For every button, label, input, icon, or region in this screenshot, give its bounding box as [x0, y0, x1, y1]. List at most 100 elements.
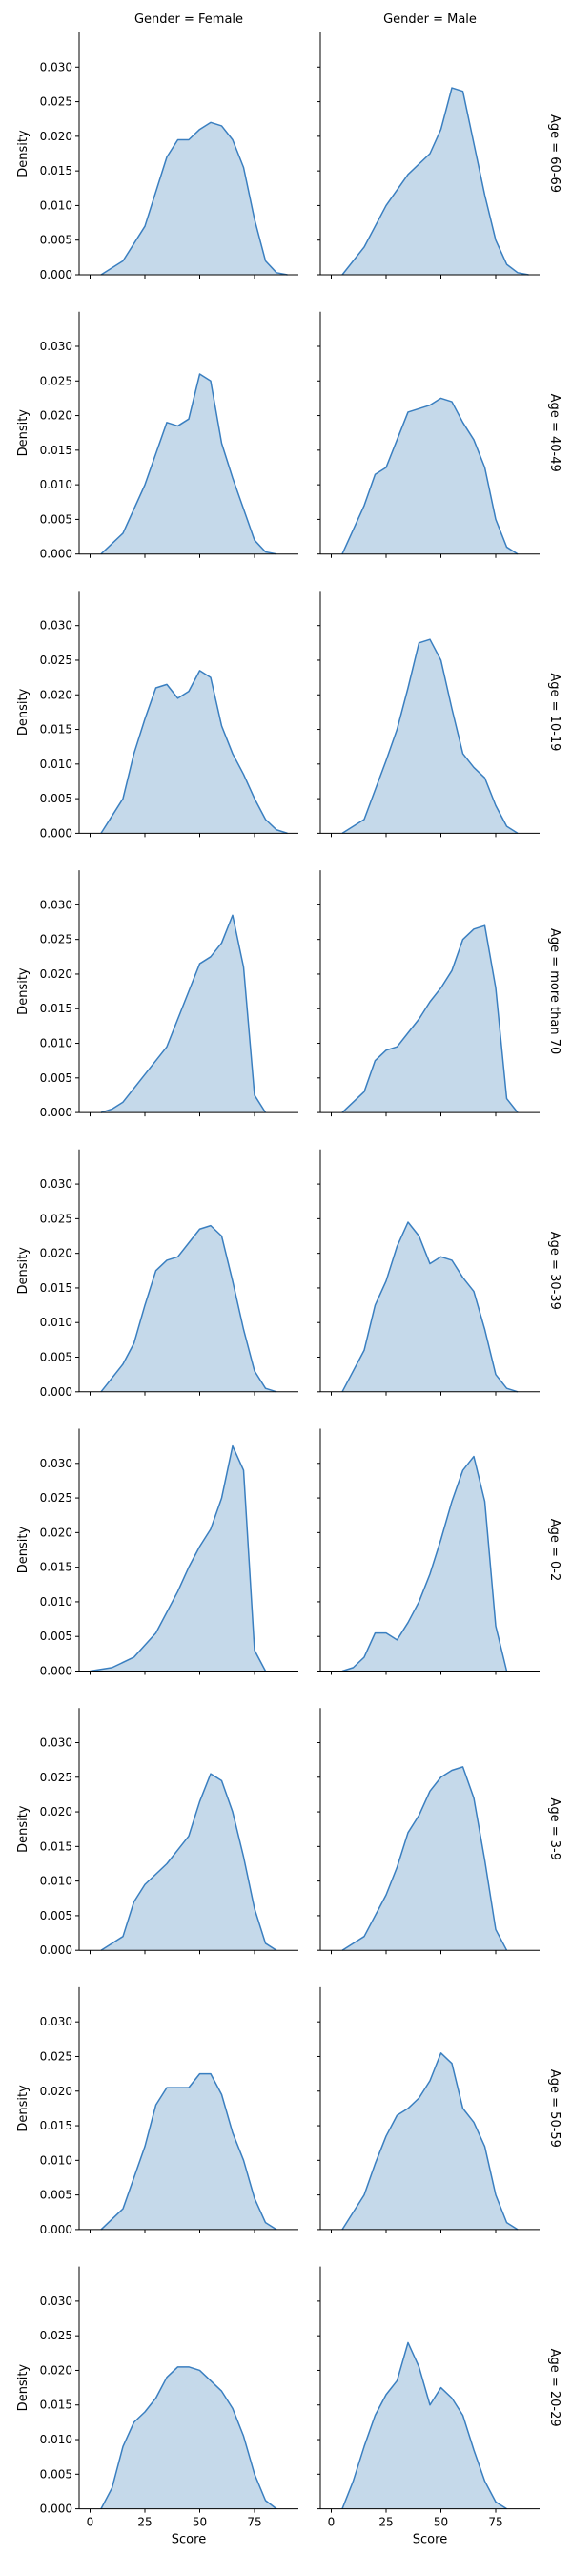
panel-age-30-39-gender-male-density-line	[341, 1221, 519, 1393]
x-tick-label: 0	[328, 2516, 336, 2529]
panel-age-50-59-gender-male-density-line	[341, 2052, 519, 2231]
y-tick-label: 0.030	[40, 60, 72, 73]
y-tick-label: 0.000	[40, 1943, 72, 1957]
y-tick-label: 0.000	[40, 1385, 72, 1399]
y-axis-label: Density	[16, 1247, 31, 1295]
y-tick-label: 0.005	[40, 1071, 72, 1085]
y-tick-label: 0.030	[40, 1177, 72, 1191]
y-tick-label: 0.020	[40, 1247, 72, 1260]
panel-age-10-19-gender-male-density-line	[341, 638, 519, 835]
y-tick-label: 0.015	[40, 444, 72, 457]
panel-age-3-9-gender-male-density-line	[341, 1766, 508, 1951]
panel-age-3-9-gender-female-density-fill	[101, 1774, 276, 1951]
x-tick-label: 75	[488, 2516, 502, 2529]
y-tick-label: 0.010	[40, 198, 72, 212]
panel-age-10-19-gender-female-density-line	[100, 670, 288, 835]
y-tick-label: 0.015	[40, 2399, 72, 2412]
panel-age-20-29-gender-male-density-fill	[342, 2342, 507, 2509]
y-tick-label: 0.025	[40, 95, 72, 109]
y-tick-label: 0.030	[40, 340, 72, 353]
y-tick-label: 0.005	[40, 512, 72, 526]
y-axis-label: Density	[16, 2364, 31, 2412]
y-tick-label: 0.015	[40, 1002, 72, 1015]
density-line-layer	[90, 87, 529, 2510]
panel-age-20-29-gender-female-density-line	[100, 2366, 277, 2510]
y-tick-label: 0.000	[40, 1106, 72, 1119]
y-tick-label: 0.005	[40, 792, 72, 805]
y-tick-label: 0.005	[40, 1630, 72, 1643]
panel-age-60-69-gender-female-density-line	[100, 121, 288, 276]
panel-age-20-29-gender-male-density-line	[341, 2341, 507, 2510]
y-tick-label: 0.000	[40, 1665, 72, 1678]
y-tick-label: 0.010	[40, 478, 72, 491]
y-tick-label: 0.020	[40, 2363, 72, 2377]
panel-age-50-59-gender-female-density-line	[100, 2072, 277, 2231]
y-tick-label: 0.030	[40, 1457, 72, 1470]
panel-age-0-2-gender-female-density-line	[90, 1444, 267, 1672]
y-tick-label: 0.010	[40, 2433, 72, 2446]
y-tick-label: 0.010	[40, 1037, 72, 1050]
panel-age-more-than-70-gender-female-density-line	[100, 914, 267, 1113]
y-tick-label: 0.025	[40, 374, 72, 387]
y-tick-label: 0.030	[40, 898, 72, 911]
y-axis-label: Density	[16, 967, 31, 1015]
y-tick-label: 0.010	[40, 1595, 72, 1609]
row-title-age-50-59: Age = 50-59	[547, 2069, 562, 2148]
x-tick-label: 25	[137, 2516, 152, 2529]
y-tick-label: 0.030	[40, 2015, 72, 2028]
x-axis-label: Score	[413, 2533, 447, 2547]
y-tick-label: 0.015	[40, 723, 72, 737]
y-tick-label: 0.030	[40, 1735, 72, 1749]
panel-age-0-2-gender-male-density-line	[341, 1455, 508, 1672]
panel-age-60-69-gender-male-density-line	[341, 87, 529, 276]
col-title-gender-male: Gender = Male	[383, 12, 477, 27]
row-title-age-40-49: Age = 40-49	[547, 394, 562, 472]
y-tick-label: 0.020	[40, 1526, 72, 1539]
y-tick-label: 0.030	[40, 619, 72, 633]
y-tick-label: 0.020	[40, 2085, 72, 2098]
y-axis-label: Density	[16, 1805, 31, 1853]
y-tick-label: 0.025	[40, 1491, 72, 1505]
y-tick-label: 0.000	[40, 826, 72, 840]
y-tick-label: 0.005	[40, 1909, 72, 1922]
y-tick-label: 0.005	[40, 2467, 72, 2481]
y-tick-label: 0.005	[40, 1351, 72, 1364]
panel-age-3-9-gender-male-density-fill	[342, 1766, 507, 1951]
y-tick-label: 0.025	[40, 1212, 72, 1225]
x-tick-label: 75	[247, 2516, 261, 2529]
y-tick-label: 0.010	[40, 758, 72, 771]
density-fill-layer	[90, 88, 529, 2509]
panel-age-20-29-gender-female-density-fill	[101, 2366, 276, 2509]
panel-age-more-than-70-gender-female-density-fill	[101, 915, 266, 1113]
y-tick-label: 0.020	[40, 967, 72, 981]
row-title-age-10-19: Age = 10-19	[547, 673, 562, 751]
panel-age-10-19-gender-male-density-fill	[342, 639, 518, 834]
y-tick-label: 0.000	[40, 268, 72, 281]
x-tick-label: 25	[378, 2516, 393, 2529]
row-title-age-60-69: Age = 60-69	[547, 114, 562, 193]
y-tick-label: 0.020	[40, 130, 72, 143]
row-title-age-more-than-70: Age = more than 70	[547, 928, 562, 1054]
y-tick-label: 0.025	[40, 933, 72, 946]
panel-age-50-59-gender-male-density-fill	[342, 2052, 518, 2230]
panel-age-40-49-gender-male-density-fill	[342, 398, 518, 554]
x-tick-label: 50	[434, 2516, 448, 2529]
panel-age-30-39-gender-female-density-fill	[101, 1225, 276, 1392]
panel-age-more-than-70-gender-male-density-line	[341, 924, 519, 1113]
y-tick-label: 0.005	[40, 2189, 72, 2202]
row-title-age-3-9: Age = 3-9	[547, 1797, 562, 1860]
axes-layer	[75, 32, 540, 2513]
y-tick-label: 0.000	[40, 2503, 72, 2516]
panel-age-60-69-gender-male-density-fill	[342, 88, 529, 275]
y-tick-label: 0.015	[40, 164, 72, 177]
panel-age-0-2-gender-male-density-fill	[342, 1456, 507, 1672]
y-tick-label: 0.015	[40, 2119, 72, 2132]
y-axis-label: Density	[16, 1526, 31, 1573]
y-tick-label: 0.020	[40, 688, 72, 701]
row-title-age-30-39: Age = 30-39	[547, 1232, 562, 1310]
x-tick-label: 50	[193, 2516, 207, 2529]
y-tick-label: 0.020	[40, 409, 72, 423]
y-axis-label: Density	[16, 2085, 31, 2132]
y-tick-label: 0.020	[40, 1805, 72, 1818]
panel-age-3-9-gender-female-density-line	[100, 1773, 277, 1951]
